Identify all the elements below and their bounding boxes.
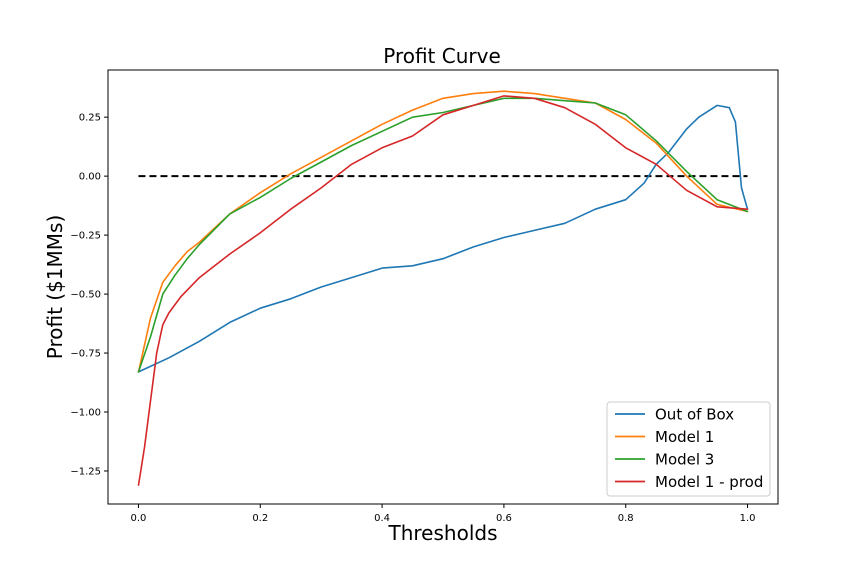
x-tick-label: 0.2 (252, 513, 268, 524)
x-tick-label: 0.4 (374, 513, 390, 524)
y-tick-label: −1.25 (70, 466, 101, 477)
legend-label: Out of Box (655, 406, 734, 424)
x-tick-label: 0.6 (496, 513, 512, 524)
y-tick-label: −1.00 (70, 408, 101, 419)
x-axis: 0.0 0.2 0.4 0.6 0.8 1.0 (131, 504, 756, 524)
x-axis-label: Thresholds (388, 521, 498, 545)
x-tick-label: 0.0 (131, 513, 147, 524)
y-axis-label: Profit ($1MMs) (43, 215, 67, 360)
y-tick-label: 0.25 (79, 113, 101, 124)
series-line-1 (137, 104, 749, 373)
legend: Out of Box Model 1 Model 3 Model 1 - prod (606, 401, 771, 497)
plot-frame (107, 69, 779, 505)
legend-label: Model 3 (655, 451, 714, 469)
plot-area (107, 69, 779, 505)
y-tick-label: −0.50 (70, 290, 101, 301)
y-axis: 0.25 0.00 −0.25 −0.50 −0.75 −1.00 −1.25 (70, 113, 108, 477)
legend-label: Model 1 (655, 428, 714, 446)
x-tick-label: 0.8 (618, 513, 634, 524)
y-tick-label: −0.25 (70, 231, 101, 242)
y-tick-label: 0.00 (79, 172, 101, 183)
series-line-2 (137, 90, 749, 373)
y-tick-label: −0.75 (70, 349, 101, 360)
legend-box (606, 401, 771, 497)
series-layer (137, 90, 749, 486)
legend-label: Model 1 - prod (655, 473, 763, 491)
series-line-3 (137, 97, 749, 373)
x-tick-label: 1.0 (740, 513, 756, 524)
series-line-4 (137, 95, 749, 486)
chart-title: Profit Curve (383, 44, 501, 68)
